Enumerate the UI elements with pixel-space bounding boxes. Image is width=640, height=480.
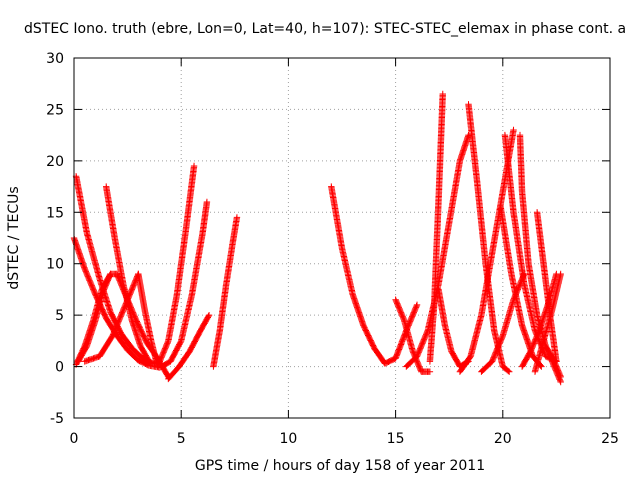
x-tick-labels: 0 5 10 15 20 25 [70,431,619,447]
data-point-markers [81,270,142,365]
y-tick-labels: -5 0 5 10 15 20 25 30 [46,51,64,427]
y-tick-label: 25 [46,102,64,118]
x-axis-label: GPS time / hours of day 158 of year 2011 [195,458,485,474]
y-tick-label: 0 [55,360,64,376]
x-tick-label: 25 [601,431,619,447]
grid-layer [74,58,610,418]
data-series [81,270,142,365]
data-series [548,358,564,386]
x-tick-label: 10 [279,431,297,447]
data-series [210,214,241,370]
data-series [72,270,114,368]
y-tick-label: -5 [50,411,64,427]
data-series [72,162,198,367]
data-point-markers [531,270,564,375]
data-point-markers [165,311,213,383]
x-tick-label: 5 [177,431,186,447]
data-series [531,270,564,375]
tick-marks [73,57,611,419]
y-tick-label: 20 [46,154,64,170]
data-point-markers [135,270,161,370]
y-tick-label: 15 [46,205,64,221]
x-tick-label: 20 [494,431,512,447]
data-point-markers [103,183,153,365]
data-markers [70,90,564,386]
data-point-markers [72,162,198,367]
y-tick-label: 5 [55,308,64,324]
x-tick-label: 15 [387,431,405,447]
plot-frame [73,57,611,419]
data-point-markers [72,270,114,368]
y-tick-label: 10 [46,257,64,273]
data-series [135,270,161,370]
x-tick-label: 0 [70,431,79,447]
data-point-markers [210,214,241,370]
data-point-markers [548,358,564,386]
chart-title: dSTEC Iono. truth (ebre, Lon=0, Lat=40, … [24,21,626,37]
y-tick-label: 30 [46,51,64,67]
y-axis-label: dSTEC / TECUs [6,186,22,289]
data-series [103,183,153,365]
data-series [165,311,213,383]
